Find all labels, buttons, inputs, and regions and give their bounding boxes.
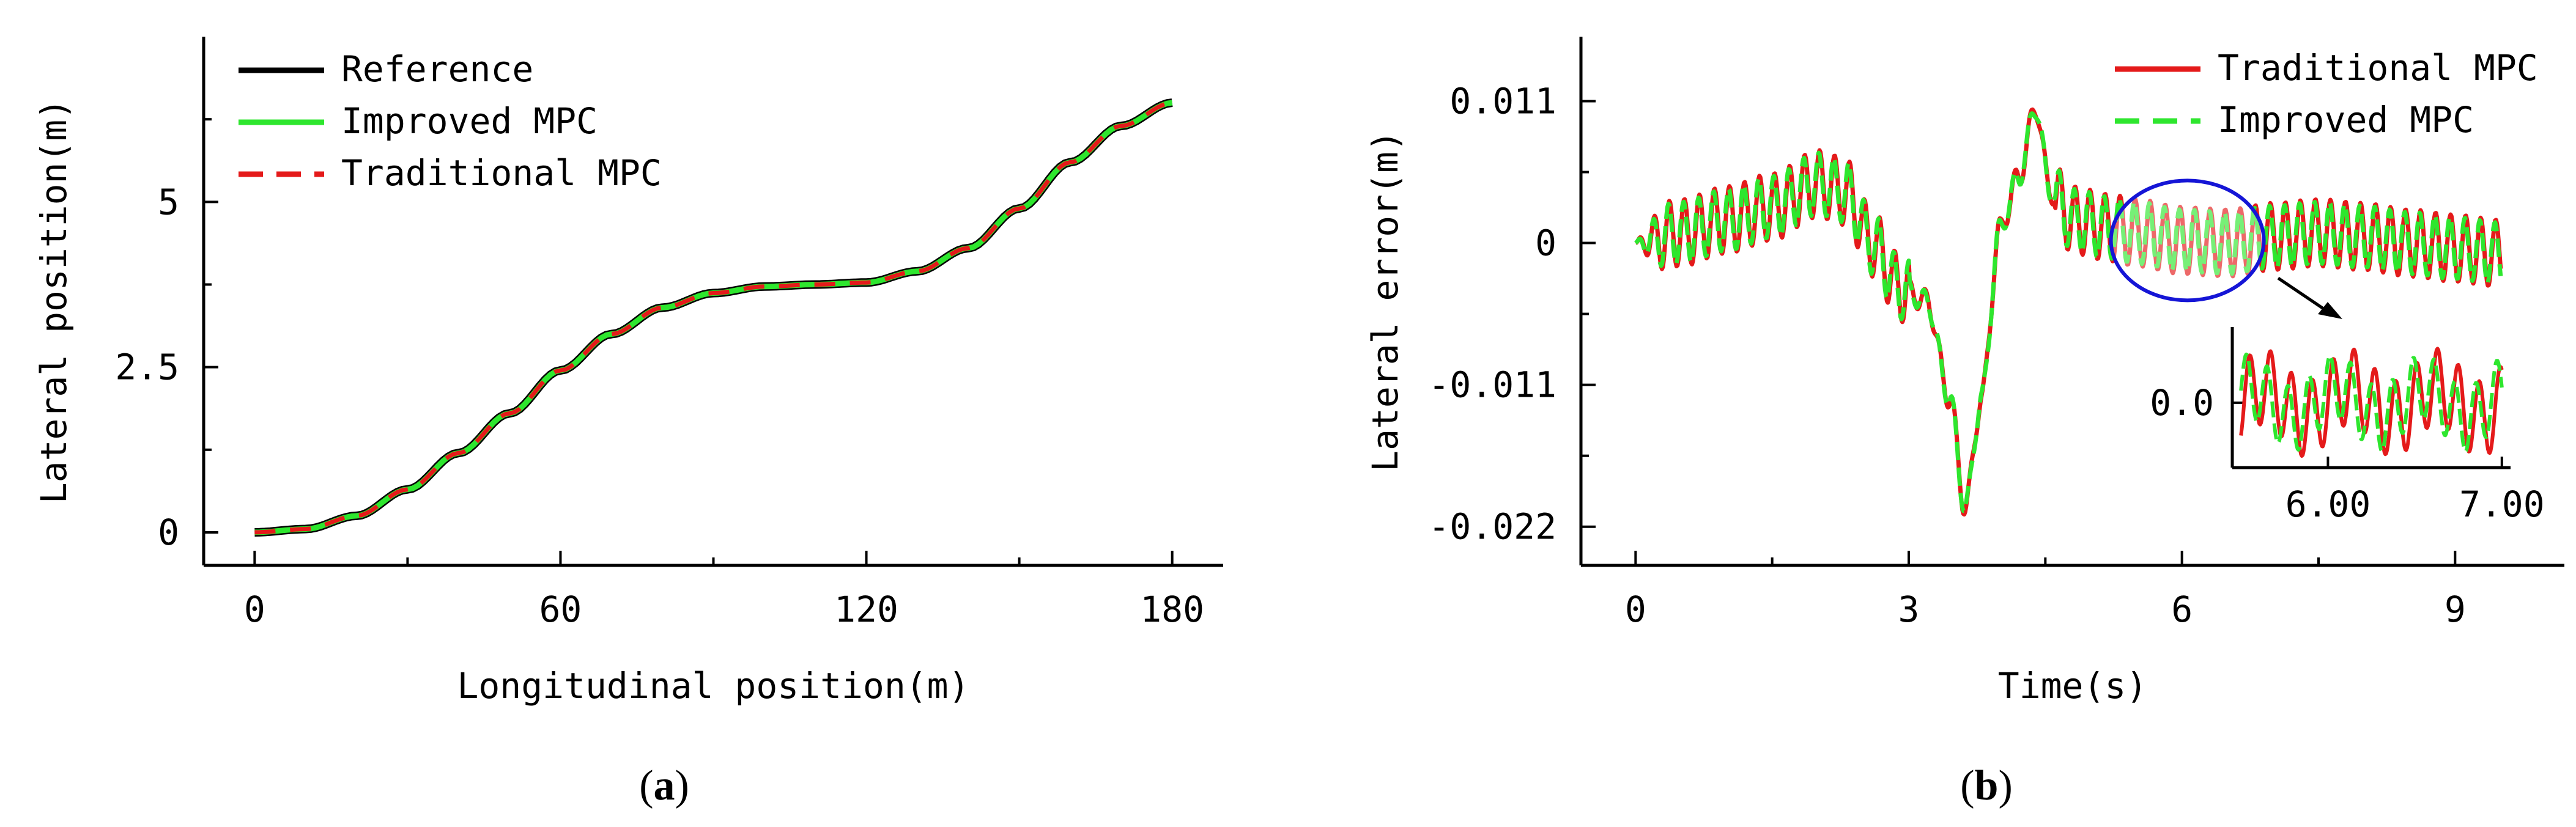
series-line-traditional-mpc <box>254 100 1173 535</box>
series-line-improved-mpc <box>1634 111 2503 513</box>
y-tick-label: -0.022 <box>1428 506 1556 548</box>
inset-x-tick-label: 7.00 <box>2459 483 2545 525</box>
y-axis-label: Lateral position(m) <box>33 98 75 504</box>
inset-y-tick-label: 0.0 <box>2150 382 2214 424</box>
y-tick-label: -0.011 <box>1428 364 1556 406</box>
x-tick-label: 120 <box>834 589 898 630</box>
x-tick-label: 3 <box>1898 589 1920 630</box>
panel-label-part: a <box>654 762 675 809</box>
y-tick-label: 2.5 <box>115 347 179 388</box>
legend-label: Traditional MPC <box>341 152 662 194</box>
panel-label-part: ( <box>639 762 653 809</box>
legend-label: Reference <box>341 48 533 90</box>
x-tick-label: 0 <box>1625 589 1646 630</box>
panel-label-b: (b) <box>1960 762 2013 809</box>
panel-label-part: ) <box>675 762 689 809</box>
x-tick-label: 0 <box>244 589 265 630</box>
x-axis-label: Time(s) <box>1998 665 2147 707</box>
panel-label-part: ) <box>1998 762 2012 809</box>
inset-series-improved-mpc <box>2239 352 2504 454</box>
y-tick-label: 5 <box>158 181 179 222</box>
x-axis-label: Longitudinal position(m) <box>457 665 969 707</box>
legend-label: Improved MPC <box>341 100 598 142</box>
legend-label: Improved MPC <box>2218 99 2474 141</box>
legend-label: Traditional MPC <box>2218 47 2538 89</box>
panel-label-part: ( <box>1960 762 1974 809</box>
zoom-ellipse <box>2109 178 2266 303</box>
y-axis-label: Lateral error(m) <box>1364 130 1406 472</box>
zoom-arrow-line <box>2277 276 2326 312</box>
y-tick-label: 0.011 <box>1449 80 1556 122</box>
x-tick-label: 60 <box>539 589 582 630</box>
x-tick-label: 180 <box>1140 589 1204 630</box>
panel-label-a: (a) <box>639 762 689 809</box>
series-line-traditional-mpc <box>1634 107 2503 516</box>
y-tick-label: 0 <box>1535 222 1556 264</box>
y-tick-label: 0 <box>158 512 179 553</box>
panel-a: 0 60 120 180 0 2.5 5 Longitudinal position(m) La… <box>33 37 1223 809</box>
x-tick-label: 6 <box>2171 589 2193 630</box>
x-tick-label: 9 <box>2445 589 2466 630</box>
panel-label-part: b <box>1975 762 1999 809</box>
inset-x-tick-label: 6.00 <box>2285 483 2371 525</box>
zoom-arrow-head <box>2318 302 2342 319</box>
panel-b: 0 3 6 9 0.011 0 -0.011 -0.022 Time(s) Lateral err… <box>1364 37 2564 809</box>
